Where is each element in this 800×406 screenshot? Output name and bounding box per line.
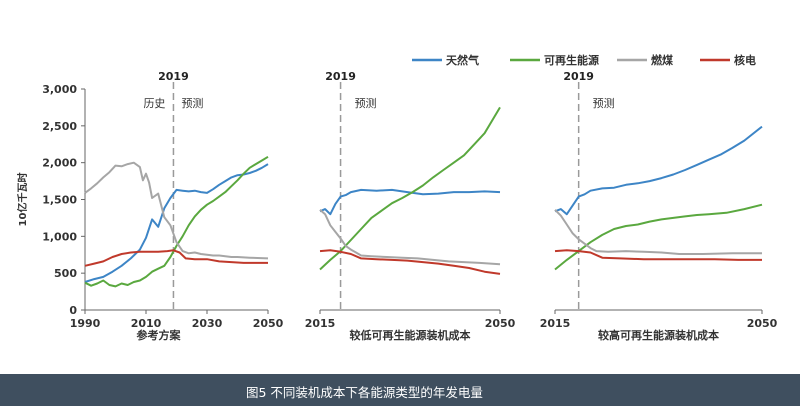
panel-subtitle-1: 参考方案	[137, 328, 182, 342]
y-tick-label-5: 2,500	[42, 120, 77, 133]
region-label-forecast-1: 预测	[181, 97, 203, 110]
series-line-1-3	[84, 161, 269, 260]
y-tick-label-0: 0	[69, 304, 77, 317]
panel-subtitle-2: 较低可再生能源装机成本	[350, 328, 471, 342]
region-label-forecast-3: 预测	[593, 97, 615, 110]
chart-figure: 天然气 可再生能源 燃煤 核电 10亿千瓦时 0 500 1,000 1,500 2,000 2,5…	[16, 53, 778, 342]
y-tick-label-1: 500	[54, 267, 77, 280]
series-line-3-1	[554, 125, 763, 216]
caption-bar: 图5 不同装机成本下各能源类型的年发电量	[0, 374, 800, 406]
legend-label-2: 可再生能源	[544, 53, 599, 67]
x-tick-label-1-0: 1990	[70, 317, 101, 330]
series-line-1-2	[84, 155, 269, 288]
x-tick-label-3-1: 2050	[747, 317, 778, 330]
series-line-2-1	[319, 188, 501, 216]
y-tick-label-4: 2,000	[42, 157, 77, 170]
series-line-1-1	[84, 163, 269, 283]
y-axis-label: 10亿千瓦时	[16, 173, 29, 227]
region-label-history: 历史	[143, 97, 165, 110]
x-tick-label-1-2: 2030	[192, 317, 223, 330]
region-label-forecast-2: 预测	[355, 97, 377, 110]
legend-label-4: 核电	[734, 53, 756, 67]
marker-year-3: 2019	[563, 70, 594, 83]
legend-label-1: 天然气	[446, 53, 479, 67]
marker-year-2: 2019	[325, 70, 356, 83]
x-tick-label-1-3: 2050	[253, 317, 284, 330]
series-line-3-4	[554, 249, 762, 261]
series-line-2-3	[319, 209, 501, 266]
series-line-2-4	[319, 249, 501, 275]
series-line-3-3	[554, 209, 762, 255]
x-tick-label-1-1: 2010	[131, 317, 162, 330]
marker-year-1: 2019	[158, 70, 189, 83]
panel-subtitle-3: 较高可再生能源装机成本	[598, 328, 719, 342]
x-tick-label-3-0: 2015	[540, 317, 571, 330]
y-tick-label-6: 3,000	[42, 83, 77, 96]
series-line-1-4	[84, 249, 268, 267]
x-tick-label-2-1: 2050	[485, 317, 516, 330]
x-tick-label-2-0: 2015	[305, 317, 336, 330]
y-tick-label-3: 1,500	[42, 194, 77, 207]
y-tick-label-2: 1,000	[42, 230, 77, 243]
legend-label-3: 燃煤	[650, 53, 674, 67]
figure-caption: 图5 不同装机成本下各能源类型的年发电量	[246, 385, 483, 400]
series-line-2-2	[319, 106, 501, 271]
